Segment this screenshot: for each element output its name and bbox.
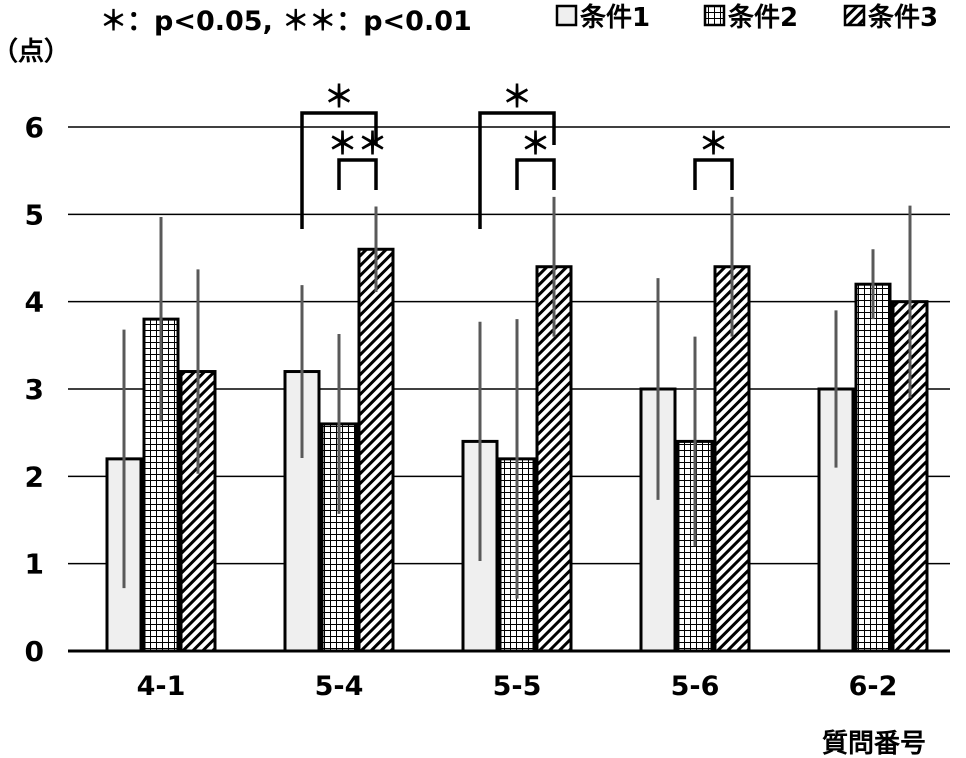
x-tick-label: 4-1 bbox=[137, 671, 186, 702]
legend-swatch-2 bbox=[703, 4, 726, 27]
significance-mark: ＊ bbox=[502, 80, 532, 115]
legend-swatch-1 bbox=[555, 4, 578, 27]
bar-6-2-series-2 bbox=[854, 282, 892, 653]
y-tick-label: 6 bbox=[25, 111, 44, 144]
significance-mark: ＊ bbox=[324, 80, 354, 115]
x-axis-label: 質問番号 bbox=[822, 729, 926, 758]
x-tick-labels: 4-1 5-4 5-5 5-6 6-2 bbox=[137, 671, 898, 702]
significance-mark: ＊＊ bbox=[328, 127, 388, 162]
significance-brackets: ＊＊＊＊＊＊ bbox=[300, 80, 734, 229]
x-tick-label: 6-2 bbox=[849, 671, 898, 702]
significance-bracket-5-4-2 bbox=[337, 158, 378, 190]
y-tick-label: 0 bbox=[25, 635, 44, 668]
legend-label-3: 条件3 bbox=[868, 3, 938, 33]
significance-bracket-5-4-1 bbox=[300, 111, 378, 229]
x-tick-label: 5-6 bbox=[671, 671, 720, 702]
legend-label-1: 条件1 bbox=[580, 3, 650, 33]
significance-bracket-5-5-3 bbox=[478, 111, 556, 229]
y-axis-label: （点） bbox=[0, 36, 70, 67]
significance-bracket-5-6-5 bbox=[693, 158, 734, 190]
legend-label-2: 条件2 bbox=[728, 3, 798, 33]
x-tick-label: 5-4 bbox=[315, 671, 364, 702]
significance-bracket-5-5-4 bbox=[515, 158, 556, 190]
legend: 条件1 条件2 条件3 bbox=[555, 3, 938, 33]
y-tick-label: 3 bbox=[25, 373, 44, 406]
error-bars bbox=[122, 196, 912, 599]
significance-mark: ＊ bbox=[521, 127, 551, 162]
significance-note: ＊：p<0.05, ＊＊：p<0.01 bbox=[100, 6, 472, 37]
y-tick-labels: 0 1 2 3 4 5 6 bbox=[25, 111, 44, 668]
bar-5-4-series-3 bbox=[357, 247, 395, 653]
x-tick-label: 5-5 bbox=[493, 671, 542, 702]
y-tick-label: 4 bbox=[25, 286, 44, 319]
legend-swatch-3 bbox=[843, 4, 866, 27]
bar-5-4-series-2 bbox=[320, 422, 358, 653]
y-tick-label: 5 bbox=[25, 198, 44, 231]
significance-mark: ＊ bbox=[699, 127, 729, 162]
y-tick-label: 2 bbox=[25, 460, 44, 493]
y-tick-label: 1 bbox=[25, 548, 44, 581]
